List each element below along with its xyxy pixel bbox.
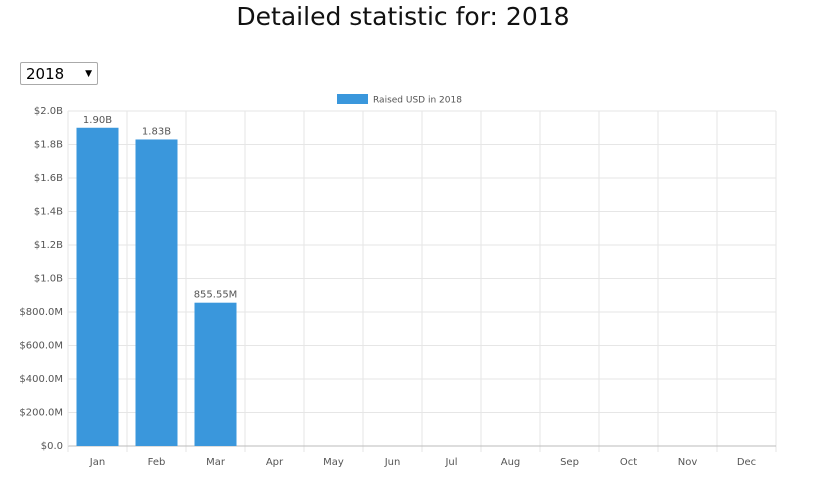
x-tick-label: Jun [384, 457, 401, 468]
y-tick-label: $1.8B [34, 140, 63, 151]
x-tick-label: Dec [737, 457, 756, 468]
x-tick-label: Aug [501, 457, 521, 468]
select-arrow: ▼ [85, 69, 92, 79]
y-tick-label: $400.0M [19, 374, 63, 385]
year-select[interactable]: 2018 ▼ [20, 62, 98, 85]
legend-swatch [337, 94, 368, 104]
x-tick-label: Oct [620, 457, 637, 468]
x-tick-label: Feb [148, 457, 166, 468]
bar [194, 302, 237, 446]
legend-label: Raised USD in 2018 [373, 96, 462, 106]
x-tick-label: Sep [560, 457, 579, 468]
data-label: 1.83B [142, 126, 171, 137]
y-tick-label: $800.0M [19, 307, 63, 318]
y-tick-label: $1.0B [34, 274, 63, 285]
y-tick-label: $1.6B [34, 173, 63, 184]
x-tick-label: May [323, 457, 344, 468]
x-tick-label: Nov [678, 457, 698, 468]
x-tick-label: Apr [266, 457, 284, 468]
y-tick-label: $1.2B [34, 240, 63, 251]
y-tick-label: $200.0M [19, 408, 63, 419]
select-value: 2018 [26, 65, 65, 83]
y-tick-label: $1.4B [34, 207, 63, 218]
data-label: 855.55M [194, 290, 238, 301]
y-tick-label: $0.0 [41, 441, 63, 452]
bar [76, 127, 119, 446]
x-tick-label: Jan [89, 457, 105, 468]
y-tick-label: $2.0B [34, 106, 63, 117]
x-tick-label: Mar [206, 457, 226, 468]
x-tick-label: Jul [444, 457, 457, 468]
page-title: Detailed statistic for: 2018 [236, 2, 570, 31]
data-label: 1.90B [83, 115, 112, 126]
y-tick-label: $600.0M [19, 341, 63, 352]
bar [135, 139, 178, 446]
